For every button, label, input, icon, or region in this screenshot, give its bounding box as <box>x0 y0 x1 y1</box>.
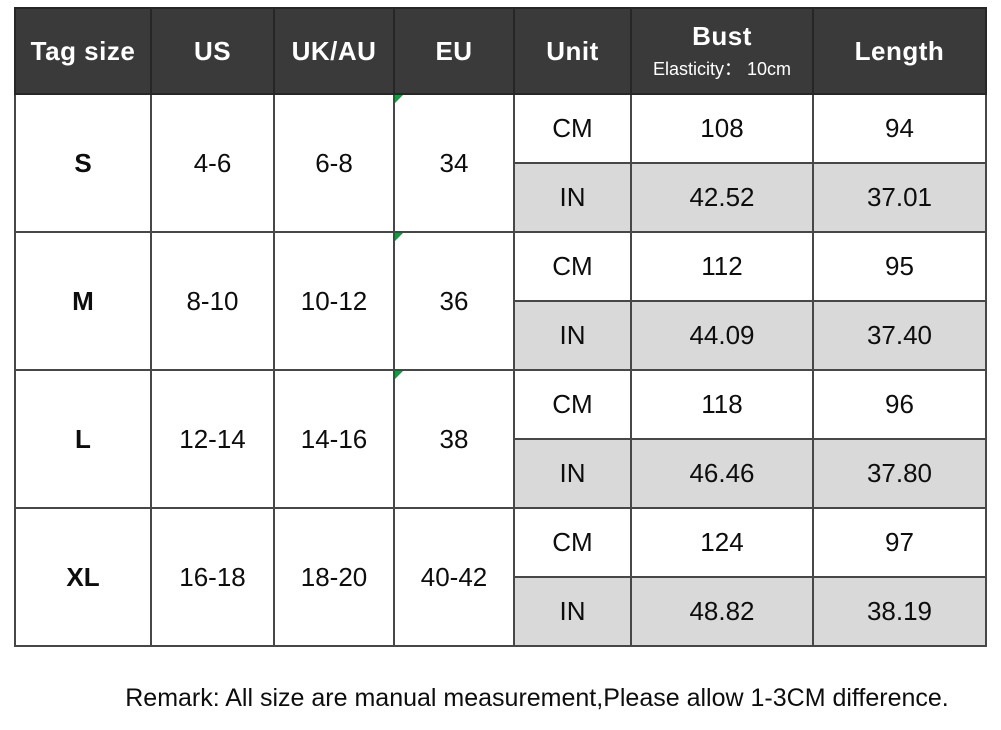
col-header-length: Length <box>812 7 987 95</box>
bust-elasticity-note: Elasticity： 10cm <box>652 59 792 79</box>
length-cell-s-in: 37.01 <box>812 162 987 233</box>
bust-cell-m-in: 44.09 <box>630 300 814 371</box>
table-row-l-in: IN 46.46 37.80 <box>15 438 987 509</box>
tag-cell-m: M <box>14 231 152 371</box>
length-cell-l-cm: 96 <box>812 369 987 440</box>
bust-cell-m-cm: 112 <box>630 231 814 302</box>
us-cell-l: 12-14 <box>150 369 275 509</box>
cell-corner-flag-icon <box>396 234 403 241</box>
col-header-us: US <box>150 7 275 95</box>
table-row-xl-in: IN 48.82 38.19 <box>15 576 987 647</box>
unit-cell-l-cm: CM <box>513 369 632 440</box>
unit-cell-l-in: IN <box>513 438 632 509</box>
cell-corner-flag-icon <box>396 96 403 103</box>
unit-cell-m-in: IN <box>513 300 632 371</box>
eu-cell-m: 36 <box>393 231 515 371</box>
table-body: S 4-6 6-8 34 CM 108 94 IN 42.52 37.01 M … <box>14 93 987 647</box>
bust-cell-l-cm: 118 <box>630 369 814 440</box>
uk-au-cell-s: 6-8 <box>273 93 395 233</box>
us-cell-xl: 16-18 <box>150 507 275 647</box>
length-cell-m-cm: 95 <box>812 231 987 302</box>
unit-cell-s-cm: CM <box>513 93 632 164</box>
tag-cell-l: L <box>14 369 152 509</box>
tag-cell-s: S <box>14 93 152 233</box>
unit-cell-xl-in: IN <box>513 576 632 647</box>
eu-cell-l: 38 <box>393 369 515 509</box>
cell-corner-flag-icon <box>396 372 403 379</box>
eu-value-l: 38 <box>439 423 469 454</box>
length-cell-s-cm: 94 <box>812 93 987 164</box>
length-cell-m-in: 37.40 <box>812 300 987 371</box>
bust-cell-l-in: 46.46 <box>630 438 814 509</box>
table-row-s-in: IN 42.52 37.01 <box>15 162 987 233</box>
col-header-eu: EU <box>393 7 515 95</box>
unit-cell-xl-cm: CM <box>513 507 632 578</box>
bust-cell-s-cm: 108 <box>630 93 814 164</box>
length-cell-xl-in: 38.19 <box>812 576 987 647</box>
us-cell-s: 4-6 <box>150 93 275 233</box>
bust-header-title: Bust <box>692 21 752 51</box>
bust-cell-xl-cm: 124 <box>630 507 814 578</box>
header-row: Tag size US UK/AU EU Unit Bust Elasticit… <box>14 7 987 95</box>
bust-cell-xl-in: 48.82 <box>630 576 814 647</box>
eu-value-xl: 40-42 <box>420 561 488 592</box>
remark-text: Remark: All size are manual measurement,… <box>125 684 949 712</box>
length-cell-l-in: 37.80 <box>812 438 987 509</box>
col-header-bust: Bust Elasticity： 10cm <box>630 7 814 95</box>
table-row-m-in: IN 44.09 37.40 <box>15 300 987 371</box>
uk-au-cell-l: 14-16 <box>273 369 395 509</box>
length-cell-xl-cm: 97 <box>812 507 987 578</box>
col-header-unit: Unit <box>513 7 632 95</box>
table-row-l-cm: L 12-14 14-16 38 CM 118 96 <box>14 369 987 509</box>
bust-cell-s-in: 42.52 <box>630 162 814 233</box>
eu-value-m: 36 <box>439 285 469 316</box>
uk-au-cell-m: 10-12 <box>273 231 395 371</box>
table-row-xl-cm: XL 16-18 18-20 40-42 CM 124 97 <box>14 507 987 647</box>
eu-cell-s: 34 <box>393 93 515 233</box>
unit-cell-s-in: IN <box>513 162 632 233</box>
col-header-uk-au: UK/AU <box>273 7 395 95</box>
table-row-s-cm: S 4-6 6-8 34 CM 108 94 <box>14 93 987 233</box>
tag-cell-xl: XL <box>14 507 152 647</box>
eu-cell-xl: 40-42 <box>393 507 515 647</box>
eu-value-s: 34 <box>439 147 469 178</box>
unit-cell-m-cm: CM <box>513 231 632 302</box>
size-chart-table: Tag size US UK/AU EU Unit Bust Elasticit… <box>14 7 987 647</box>
table-header: Tag size US UK/AU EU Unit Bust Elasticit… <box>14 7 987 95</box>
col-header-tag-size: Tag size <box>14 7 152 95</box>
us-cell-m: 8-10 <box>150 231 275 371</box>
uk-au-cell-xl: 18-20 <box>273 507 395 647</box>
table-row-m-cm: M 8-10 10-12 36 CM 112 95 <box>14 231 987 371</box>
